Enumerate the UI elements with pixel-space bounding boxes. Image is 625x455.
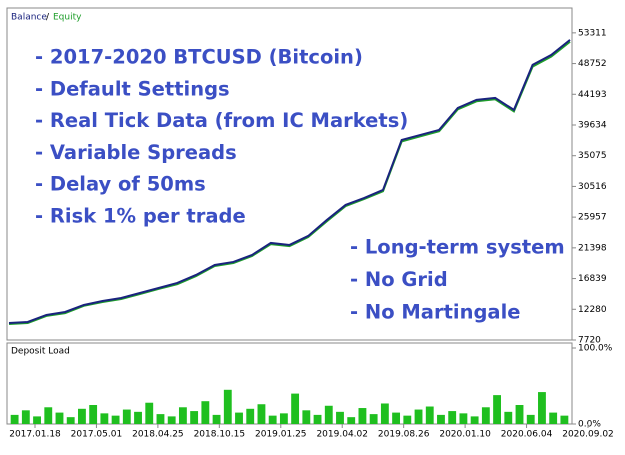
- y-tick-label: 21398: [578, 243, 607, 253]
- bar: [324, 405, 333, 424]
- bar: [167, 416, 176, 424]
- legend-separator: /: [46, 13, 50, 23]
- x-tick-label: 2019.08.26: [378, 430, 430, 440]
- bar: [414, 409, 423, 424]
- y-tick-label: 48752: [578, 59, 607, 69]
- legend-entry: Balance: [11, 13, 47, 23]
- bar: [111, 415, 120, 424]
- bar: [66, 417, 75, 424]
- bar: [279, 413, 288, 424]
- bar: [156, 414, 165, 424]
- main-frame: [6, 7, 573, 341]
- bar: [403, 415, 412, 424]
- bar: [448, 411, 457, 424]
- bar: [246, 408, 255, 424]
- annotation: - Long-term system: [350, 236, 565, 259]
- bar: [78, 408, 86, 424]
- annotation: - Delay of 50ms: [35, 173, 206, 196]
- x-tick-label: 2020.09.02: [562, 430, 614, 440]
- x-tick-label: 2019.04.02: [316, 430, 368, 440]
- bar: [459, 413, 468, 424]
- bar: [437, 414, 445, 424]
- series-line: [8, 40, 571, 325]
- y-tick-label: 30516: [578, 182, 607, 192]
- x-tick-label: 2020.06.04: [501, 430, 553, 440]
- bar: [302, 410, 311, 424]
- bar: [122, 409, 131, 424]
- bar: [560, 415, 569, 424]
- bar: [358, 408, 367, 424]
- bar: [470, 416, 479, 424]
- x-tick-label: 2017.01.18: [9, 430, 61, 440]
- x-tick-label: 2018.04.25: [132, 430, 184, 440]
- y-tick-label: 25957: [578, 213, 607, 223]
- bar: [526, 414, 535, 424]
- bar: [268, 415, 277, 424]
- x-tick-label: 2019.01.25: [255, 430, 307, 440]
- y-tick-label: 7720: [578, 336, 601, 346]
- annotation: - Default Settings: [35, 77, 230, 100]
- bar: [380, 403, 389, 424]
- bar: [201, 401, 210, 424]
- bar: [504, 411, 513, 424]
- bar: [190, 411, 199, 424]
- bar: [100, 413, 109, 424]
- bar: [549, 412, 558, 424]
- bar: [336, 411, 344, 424]
- load-frame: [6, 342, 573, 425]
- bar: [481, 407, 490, 424]
- x-tick-label: 2018.10.15: [194, 430, 246, 440]
- x-tick-label: 2017.05.01: [71, 430, 123, 440]
- bar: [257, 404, 266, 424]
- bar: [493, 395, 501, 424]
- bar: [178, 407, 187, 424]
- legend-entry: Equity: [53, 13, 82, 23]
- bar: [392, 412, 401, 424]
- bar: [55, 412, 64, 424]
- bar: [291, 393, 300, 424]
- panel-title: Deposit Load: [11, 347, 70, 357]
- bar: [369, 414, 378, 424]
- y-tick-label: 53311: [578, 28, 607, 38]
- bar: [134, 411, 142, 424]
- annotation: - No Grid: [350, 268, 448, 291]
- bar: [425, 406, 434, 424]
- y-tick-label: 39634: [578, 120, 607, 130]
- x-tick-label: 2020.01.10: [439, 430, 491, 440]
- series-line: [8, 39, 571, 324]
- bar: [10, 414, 19, 424]
- annotation: - Risk 1% per trade: [35, 205, 246, 228]
- bar: [235, 412, 243, 424]
- y-tick-label: 16839: [578, 274, 607, 284]
- annotation: - 2017-2020 BTCUSD (Bitcoin): [35, 46, 363, 69]
- bar: [223, 389, 232, 424]
- y-tick-label: 0.0%: [578, 420, 601, 430]
- y-tick-label: 12280: [578, 305, 607, 315]
- y-tick-label: 44193: [578, 90, 607, 100]
- bar: [347, 417, 356, 424]
- bar: [313, 414, 322, 424]
- bar: [21, 410, 30, 424]
- bar: [33, 416, 41, 424]
- annotation: - No Martingale: [350, 301, 520, 324]
- bar: [44, 407, 53, 424]
- annotation: - Real Tick Data (from IC Markets): [35, 109, 408, 132]
- bar: [89, 405, 98, 424]
- bar: [515, 405, 524, 424]
- bar: [145, 402, 154, 424]
- bar: [212, 414, 221, 424]
- y-tick-label: 35075: [578, 151, 607, 161]
- annotation: - Variable Spreads: [35, 141, 237, 164]
- y-tick-label: 100.0%: [578, 344, 613, 354]
- bar: [538, 392, 546, 424]
